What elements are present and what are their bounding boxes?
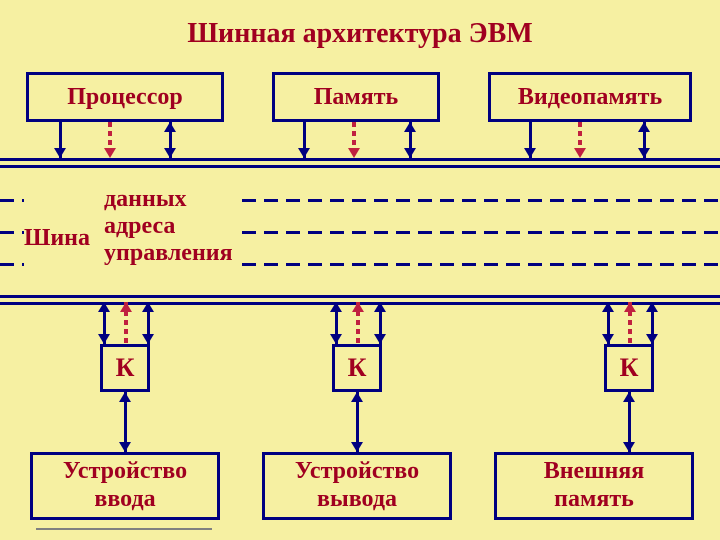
arrow-head-up <box>142 302 154 312</box>
box-mem: Память <box>272 72 440 122</box>
box-vram: Видеопамять <box>488 72 692 122</box>
arrow-head-up <box>623 392 635 402</box>
arrow-head-up <box>119 392 131 402</box>
arrow-head-down <box>524 148 536 158</box>
arrow-head-down <box>602 334 614 344</box>
box-din: Устройствоввода <box>30 452 220 520</box>
controller-box-1: К <box>332 344 382 392</box>
arrow-head-up <box>638 122 650 132</box>
arrow-head-down <box>574 148 586 158</box>
bus-label-shina: Шина <box>24 201 90 252</box>
box-dout: Устройствовывода <box>262 452 452 520</box>
bus-solid-line <box>0 295 720 298</box>
arrow-head-down <box>54 148 66 158</box>
bus-label-addr: адреса <box>104 213 233 240</box>
arrow-head-down <box>330 334 342 344</box>
controller-box-0: К <box>100 344 150 392</box>
arrow-head-down <box>638 148 650 158</box>
arrow-head-down <box>119 442 131 452</box>
arrow-head-up <box>602 302 614 312</box>
arrow-head-down <box>298 148 310 158</box>
arrow-head-up <box>352 302 364 312</box>
arrow-head-up <box>120 302 132 312</box>
diagram-title: Шинная архитектура ЭВМ <box>0 18 720 50</box>
arrow-head-down <box>104 148 116 158</box>
underline-decor <box>36 528 212 530</box>
bus-solid-line <box>0 158 720 161</box>
arrow-head-down <box>404 148 416 158</box>
controller-box-2: К <box>604 344 654 392</box>
arrow-head-up <box>98 302 110 312</box>
arrow-head-up <box>646 302 658 312</box>
bus-label-data: данных <box>104 186 233 213</box>
arrow-head-down <box>348 148 360 158</box>
arrow-head-down <box>351 442 363 452</box>
box-ext: Внешняяпамять <box>494 452 694 520</box>
arrow-head-down <box>646 334 658 344</box>
arrow-head-down <box>142 334 154 344</box>
bus-labels: Шина данных адреса управления <box>24 186 239 267</box>
arrow-head-up <box>624 302 636 312</box>
arrow-head-up <box>351 392 363 402</box>
arrow-head-down <box>164 148 176 158</box>
arrow-head-down <box>374 334 386 344</box>
arrow-head-up <box>404 122 416 132</box>
arrow-head-up <box>330 302 342 312</box>
arrow-head-up <box>374 302 386 312</box>
bus-label-ctrl: управления <box>104 240 233 267</box>
arrow-head-down <box>623 442 635 452</box>
arrow-head-down <box>98 334 110 344</box>
bus-solid-line <box>0 165 720 168</box>
box-cpu: Процессор <box>26 72 224 122</box>
arrow-head-up <box>164 122 176 132</box>
